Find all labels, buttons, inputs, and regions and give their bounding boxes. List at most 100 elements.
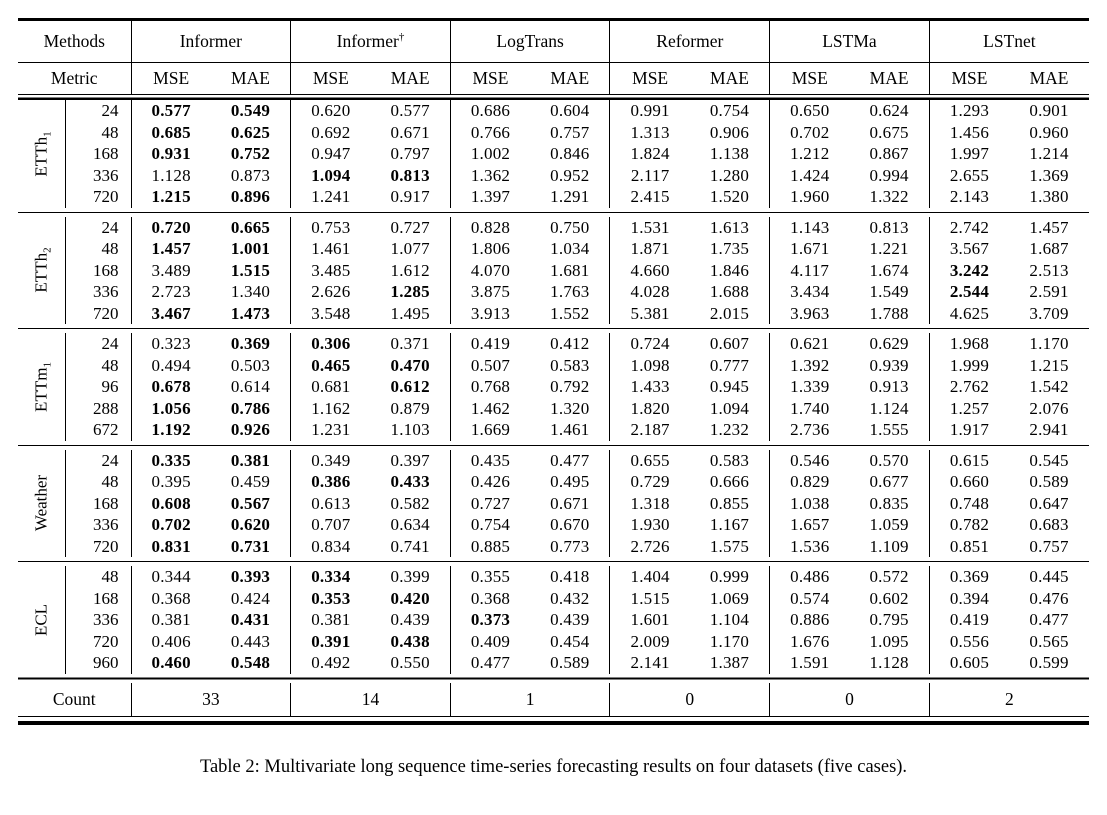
value-cell: 0.754 [689,100,771,122]
value-cell: 0.412 [530,333,611,355]
value-cell: 0.754 [470,515,511,534]
value-cell: 0.665 [210,216,292,238]
value-cell: 0.752 [210,143,292,165]
value-cell: 2.591 [1029,282,1069,301]
value-cell: 0.873 [210,164,292,186]
seq-length-cell: 48 [65,354,132,376]
rule-line [18,324,1089,333]
value-cell: 0.424 [210,587,292,609]
value-cell: 0.947 [311,144,351,163]
seq-length-cell: 168 [65,492,132,514]
value-cell: 1.674 [849,259,930,281]
value-cell: 0.433 [370,471,451,493]
value-cell: 0.885 [470,536,511,556]
value-cell: 1.056 [151,398,191,418]
value-cell: 0.549 [210,100,292,122]
value-cell: 1.763 [530,281,611,303]
value-cell: 0.615 [949,450,990,470]
value-cell: 1.094 [689,397,771,419]
value-cell: 1.536 [790,536,830,556]
value-cell: 1.968 [949,334,990,353]
table-caption: Table 2: Multivariate long sequence time… [199,756,908,777]
value-cell: 0.477 [470,653,511,672]
seq-length-cell: 720 [65,535,132,557]
value-cell: 0.773 [530,535,611,557]
count-cell: 33 [131,682,292,716]
value-cell: 2.726 [630,536,670,556]
value-cell: 0.460 [151,653,191,672]
value-cell: 0.766 [470,122,511,142]
metric-col-header: MSE [472,68,509,88]
value-cell: 1.424 [790,165,830,185]
value-cell: 1.192 [151,420,191,439]
value-cell: 0.492 [311,653,351,672]
value-cell: 0.671 [530,492,611,514]
value-cell: 1.170 [1029,334,1069,353]
value-cell: 0.931 [151,144,191,163]
value-cell: 1.124 [849,397,930,419]
rule-line [18,62,1089,63]
value-cell: 2.513 [1029,260,1069,280]
value-cell: 4.070 [470,260,511,280]
seq-length-cell: 48 [65,121,132,143]
value-cell: 0.476 [1029,588,1069,608]
value-cell: 0.381 [151,610,191,629]
value-cell: 0.671 [370,121,451,143]
value-cell: 2.544 [949,282,990,301]
value-cell: 0.620 [311,101,351,120]
value-cell: 0.419 [949,610,990,629]
section-label-text: ETTh2 [31,247,54,293]
value-cell: 0.855 [689,492,771,514]
rule-line [18,557,1089,566]
value-cell: 1.515 [630,588,670,608]
value-cell: 0.678 [151,377,191,396]
value-cell: 0.750 [530,216,611,238]
value-cell: 0.867 [849,143,930,165]
value-cell: 0.368 [151,588,191,608]
value-cell: 0.570 [849,449,930,471]
value-cell: 2.723 [151,282,191,301]
value-cell: 1.960 [790,187,830,206]
value-cell: 3.434 [790,282,830,301]
section-label-text: ECL [31,603,51,636]
metric-col-header: MSE [153,68,190,88]
value-cell: 1.128 [151,165,191,185]
value-cell: 1.077 [370,238,451,260]
value-cell: 3.567 [949,239,990,258]
value-cell: 0.556 [949,631,990,651]
seq-length-cell: 960 [65,652,132,674]
value-cell: 0.727 [370,216,451,238]
seq-length-cell: 288 [65,397,132,419]
value-cell: 0.731 [210,535,292,557]
value-cell: 1.669 [470,420,511,439]
metric-col-header: MSE [951,68,988,88]
metric-header-label: Metric [18,63,132,94]
value-cell: 0.813 [370,164,451,186]
value-cell: 1.293 [949,101,990,120]
section-label: ECL [18,566,66,674]
value-cell: 0.724 [630,334,670,353]
value-cell: 1.824 [630,144,670,163]
value-cell: 0.397 [370,449,451,471]
methods-header-label: Methods [18,21,132,62]
seq-length-cell: 336 [65,514,132,536]
value-cell: 0.666 [689,471,771,493]
value-cell: 1.034 [530,238,611,260]
seq-length-cell: 672 [65,419,132,441]
seq-length-cell: 720 [65,186,132,208]
value-cell: 1.591 [790,653,830,672]
value-cell: 1.433 [630,377,670,396]
value-cell: 0.851 [949,536,990,556]
value-cell: 0.917 [370,186,451,208]
count-cell: 1 [450,682,611,716]
method-header: Informer [131,21,292,62]
value-cell: 1.291 [530,186,611,208]
value-cell: 1.069 [689,587,771,609]
value-cell: 1.473 [210,302,292,324]
value-cell: 3.467 [151,303,191,323]
value-cell: 1.871 [630,239,670,258]
value-cell: 0.879 [370,397,451,419]
value-cell: 1.515 [210,259,292,281]
value-cell: 0.612 [370,376,451,398]
seq-length-cell: 48 [65,471,132,493]
